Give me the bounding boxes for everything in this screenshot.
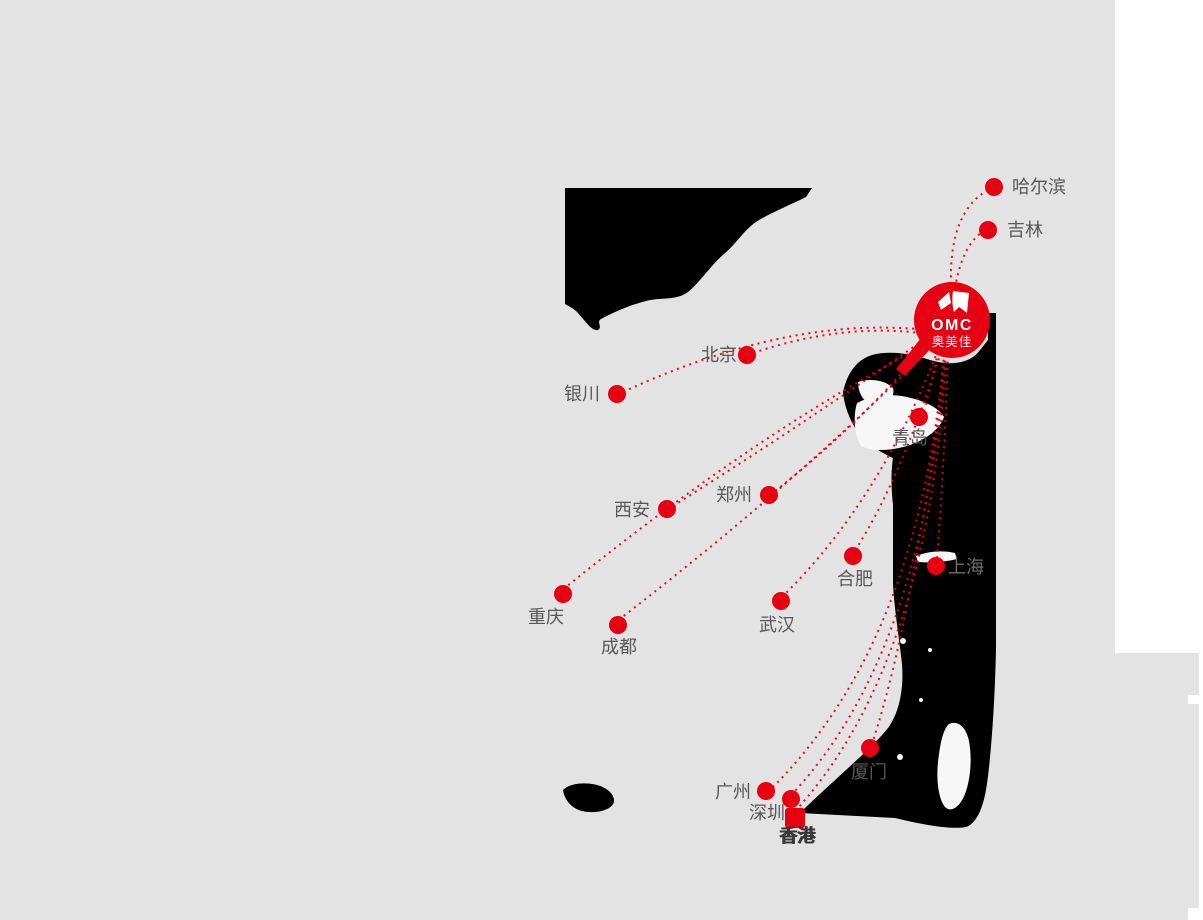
city-marker-shanghai [927, 557, 945, 575]
city-label-jilin: 吉林 [1007, 220, 1043, 240]
city-label-chongqing: 重庆 [528, 607, 564, 627]
omc-logo-icon [938, 291, 969, 313]
city-marker-hefei [844, 547, 862, 565]
route-qingdao [924, 351, 939, 410]
city-label-shenzhen: 深圳 [749, 803, 785, 823]
city-marker-zhengzhou [760, 486, 778, 504]
route-xian [672, 335, 930, 507]
city-marker-chengdu [609, 616, 627, 634]
hub-badge: OMC 奥美佳 [914, 282, 990, 358]
city-label-zhengzhou: 郑州 [716, 485, 752, 505]
hub-logo-text: OMC [931, 317, 973, 334]
city-label-harbin: 哈尔滨 [1012, 177, 1066, 197]
north-landmass-shape [565, 188, 812, 331]
city-marker-jilin [979, 221, 997, 239]
city-label-wuhan: 武汉 [759, 615, 795, 635]
route-shanghai [936, 354, 949, 559]
route-lines [565, 189, 989, 809]
city-label-shanghai: 上海 [948, 557, 984, 577]
city-marker-chongqing [554, 585, 572, 603]
route-beijing [752, 329, 929, 354]
route-jilin [954, 232, 982, 289]
city-marker-harbin [985, 178, 1003, 196]
city-label-hongkong: 香港 [779, 826, 815, 846]
city-marker-xian [658, 500, 676, 518]
city-label-xiamen: 厦门 [851, 762, 887, 782]
city-marker-yinchuan [608, 385, 626, 403]
south-sea-blob [563, 783, 615, 813]
city-label-qingdao: 青岛 [892, 428, 928, 448]
city-marker-wuhan [772, 592, 790, 610]
route-yinchuan [622, 326, 928, 393]
route-harbin [949, 189, 989, 285]
page-edge-notch [1188, 695, 1203, 704]
city-label-xian: 西安 [614, 500, 650, 520]
city-marker-qingdao [910, 408, 928, 426]
city-label-guangzhou: 广州 [715, 782, 751, 802]
route-chongqing [565, 341, 932, 588]
city-marker-hongkong [785, 808, 805, 828]
city-marker-guangzhou [757, 782, 775, 800]
hub-company-name: 奥美佳 [931, 335, 973, 349]
sea-silhouette-shape [800, 313, 996, 828]
route-hongkong [797, 354, 947, 809]
taiwan-island-shape [937, 722, 971, 810]
city-marker-shenzhen [782, 790, 800, 808]
city-marker-beijing [738, 346, 756, 364]
city-label-hefei: 合肥 [837, 569, 873, 589]
page-edge-corner [1188, 908, 1203, 920]
city-label-yinchuan: 银川 [564, 384, 600, 404]
bohai-bay-light-shape [858, 380, 894, 407]
route-xiamen [872, 353, 947, 742]
route-shenzhen [793, 353, 946, 793]
city-label-chengdu: 成都 [601, 637, 637, 657]
city-marker-xiamen [861, 739, 879, 757]
city-label-beijing: 北京 [701, 345, 737, 365]
